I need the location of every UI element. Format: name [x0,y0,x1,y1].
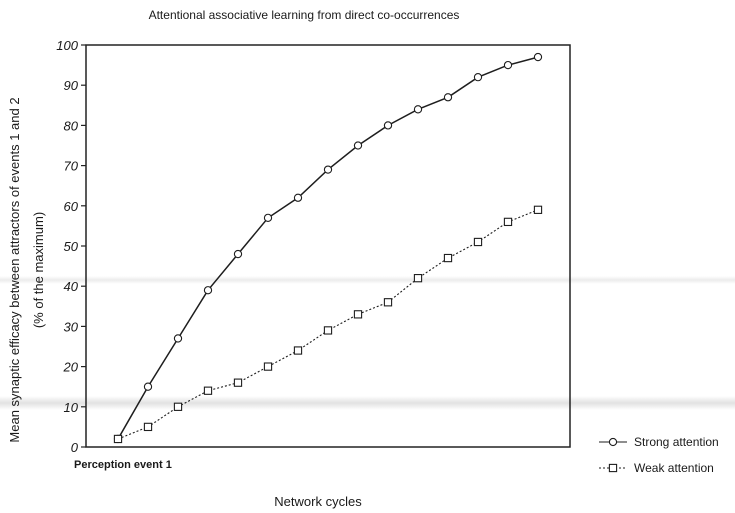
data-point-circle [323,165,333,174]
y-tick-label: 80 [64,118,79,133]
legend-marker-circle [608,437,618,447]
series-lines [117,56,539,440]
y-tick-label: 70 [64,159,79,174]
data-point-square [353,310,363,319]
data-point-square [293,346,303,355]
y-axis: 0 10 20 30 40 50 60 70 80 90 100 [56,38,86,455]
legend-label: Strong attention [634,435,719,449]
y-tick-label: 40 [64,279,79,294]
data-point-circle [473,73,483,82]
data-point-square [383,298,393,307]
data-point-square [203,386,213,395]
data-point-circle [413,105,423,114]
data-point-circle [443,93,453,102]
data-point-square [413,274,423,283]
data-point-square [143,422,153,432]
data-point-square [503,217,513,227]
series-line-1 [117,56,539,440]
data-point-square [473,237,483,247]
data-point-square [233,378,243,387]
y-tick-label: 30 [64,319,79,334]
x-axis-title: Network cycles [274,494,362,509]
data-point-circle [353,141,363,150]
y-axis-title-line2: (% of the maximum) [31,212,46,328]
legend: Strong attention Weak attention [599,435,719,475]
data-point-circle [233,249,243,259]
data-point-circle [383,121,393,130]
y-tick-label: 10 [64,400,79,415]
y-tick-label: 60 [64,199,79,214]
chart-title: Attentional associative learning from di… [149,8,460,22]
data-point-square [323,326,333,335]
plot-frame [85,44,571,448]
y-axis-title-line1: Mean synaptic efficacy between attractor… [7,97,22,442]
data-point-circle [173,334,183,343]
y-tick-label: 20 [63,360,79,375]
data-point-circle [293,193,303,202]
data-point-square [173,402,183,411]
y-axis-title: Mean synaptic efficacy between attractor… [7,97,46,442]
data-point-circle [263,213,273,223]
data-point-square [263,362,273,371]
y-tick-label: 50 [64,239,79,254]
data-point-circle [533,52,543,62]
data-point-circle [503,60,513,70]
data-point-square [533,205,543,214]
data-point-circle [203,286,213,295]
data-point-square [443,253,453,263]
data-point-circle [143,382,153,391]
legend-label: Weak attention [634,461,714,475]
x-start-label: Perception event 1 [74,459,172,471]
data-point-square [113,434,123,444]
y-tick-label: 100 [56,38,78,53]
y-tick-label: 0 [71,440,79,455]
y-tick-label: 90 [64,78,79,93]
series-markers [113,52,543,444]
legend-marker-square [608,463,618,473]
